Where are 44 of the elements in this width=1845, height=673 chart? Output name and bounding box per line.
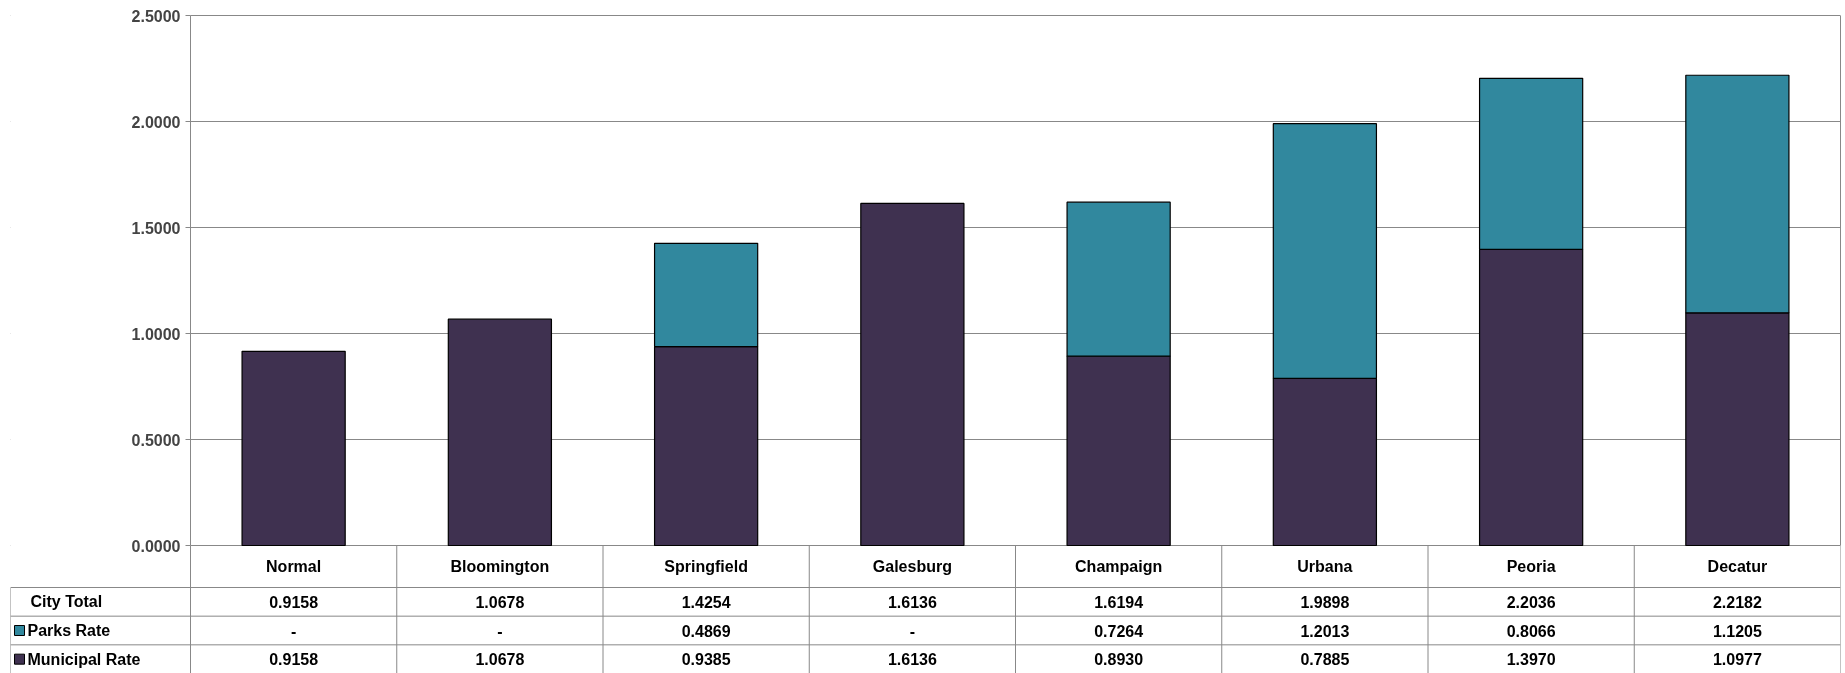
bar bbox=[447, 318, 553, 547]
x-tick-label: Peoria bbox=[1506, 558, 1556, 575]
data-label: 1.3970 bbox=[1506, 651, 1556, 669]
data-label: 0.9385 bbox=[681, 651, 731, 669]
y-tick-label: 1.5000 bbox=[131, 219, 181, 237]
x-tick-label: Bloomington bbox=[450, 558, 550, 575]
x-tick-label: Urbana bbox=[1297, 558, 1353, 575]
data-label: 1.6136 bbox=[887, 651, 937, 669]
total-label: 0.9158 bbox=[269, 593, 319, 611]
y-tick-label: 1.0000 bbox=[131, 325, 181, 343]
data-label: 1.1205 bbox=[1712, 622, 1762, 640]
data-label: 0.8930 bbox=[1094, 651, 1144, 669]
total-label: 2.2182 bbox=[1712, 593, 1762, 611]
bar bbox=[860, 202, 965, 547]
text: City Total bbox=[30, 593, 103, 611]
y-tick-label: 2.5000 bbox=[131, 7, 181, 25]
bar bbox=[241, 350, 346, 547]
data-label: 0.8066 bbox=[1506, 622, 1556, 640]
text: - bbox=[497, 622, 503, 640]
x-tick-label: Champaign bbox=[1075, 558, 1163, 575]
data-label: 1.0977 bbox=[1712, 651, 1762, 669]
data-label: 1.2013 bbox=[1300, 622, 1350, 640]
x-tick-label: Normal bbox=[266, 558, 322, 575]
legend-label: Municipal Rate bbox=[27, 650, 141, 668]
text: - bbox=[909, 622, 916, 640]
y-tick-label: 0.0000 bbox=[131, 537, 181, 555]
y-tick-label: 2.0000 bbox=[131, 113, 181, 131]
total-label: 1.6136 bbox=[887, 593, 937, 611]
data-label: 0.7885 bbox=[1300, 651, 1350, 669]
total-label: 1.4254 bbox=[681, 593, 731, 611]
text: - bbox=[290, 622, 297, 640]
x-tick-label: Decatur bbox=[1707, 558, 1768, 575]
data-label: 0.7264 bbox=[1094, 622, 1144, 640]
data-label: 1.0678 bbox=[475, 651, 525, 669]
total-label: 1.0678 bbox=[475, 593, 525, 611]
total-label: 1.9898 bbox=[1300, 593, 1350, 611]
x-tick-label: Springfield bbox=[664, 558, 748, 575]
total-label: 1.6194 bbox=[1094, 593, 1144, 611]
legend-label: Parks Rate bbox=[27, 622, 111, 639]
total-label: 2.2036 bbox=[1506, 593, 1556, 611]
y-tick-label: 0.5000 bbox=[131, 431, 181, 449]
data-label: 0.9158 bbox=[269, 651, 319, 669]
x-tick-label: Galesburg bbox=[872, 558, 952, 575]
data-label: 0.4869 bbox=[681, 622, 731, 640]
